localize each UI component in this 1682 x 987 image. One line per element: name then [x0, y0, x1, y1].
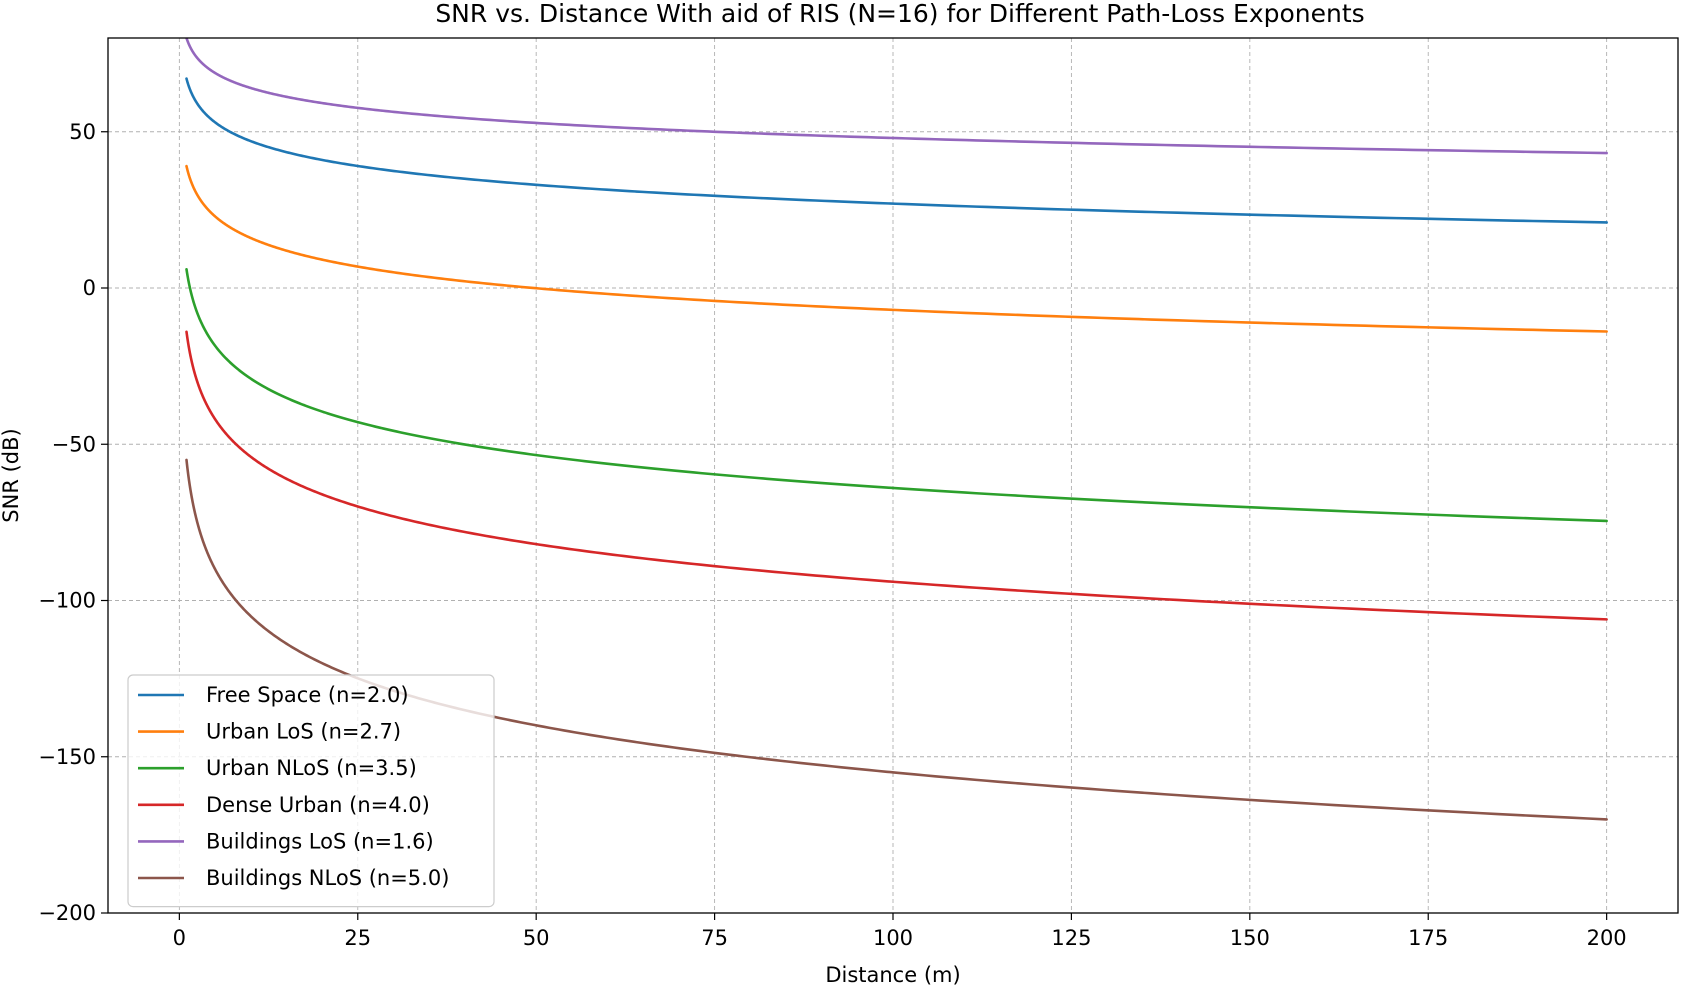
legend-box: [127, 674, 495, 908]
x-tick-label: 50: [523, 926, 550, 950]
legend: Free Space (n=2.0) Urban LoS (n=2.7) Urban…: [127, 674, 495, 908]
legend-label: Urban NLoS (n=3.5): [206, 756, 417, 780]
x-tick-label: 125: [1051, 926, 1091, 950]
series-line: [185, 330, 1608, 621]
x-tick-label: 150: [1230, 926, 1270, 950]
series-line: [185, 164, 1608, 333]
y-tick-label: −50: [52, 432, 96, 456]
series-line: [185, 458, 1608, 821]
series-line: [185, 38, 1608, 155]
series-line: [185, 77, 1608, 224]
x-tick-label: 200: [1587, 926, 1627, 950]
legend-label: Free Space (n=2.0): [206, 683, 409, 707]
y-axis-title: SNR (dB): [0, 428, 23, 522]
x-tick-label: 25: [344, 926, 371, 950]
y-tick-label: 0: [83, 276, 96, 300]
y-tick-label: −150: [38, 745, 96, 769]
legend-label: Urban LoS (n=2.7): [206, 720, 401, 744]
legend-label: Buildings NLoS (n=5.0): [206, 866, 449, 890]
legend-label: Buildings LoS (n=1.6): [206, 829, 434, 853]
x-tick-label: 0: [173, 926, 186, 950]
y-tick-label: −200: [38, 901, 96, 925]
x-axis-title: Distance (m): [825, 963, 960, 987]
axis-ticks: 0 25 50 75 100 125 150 175 200 50 0 −50 −100 −150 −200: [38, 120, 1626, 950]
y-tick-label: 50: [69, 120, 96, 144]
chart-title: SNR vs. Distance With aid of RIS (N=16) …: [435, 0, 1364, 28]
x-tick-label: 75: [701, 926, 728, 950]
y-tick-label: −100: [38, 589, 96, 613]
x-tick-label: 175: [1408, 926, 1448, 950]
series-line: [185, 267, 1608, 523]
legend-label: Dense Urban (n=4.0): [206, 793, 430, 817]
series-lines: [185, 38, 1608, 821]
x-tick-label: 100: [873, 926, 913, 950]
